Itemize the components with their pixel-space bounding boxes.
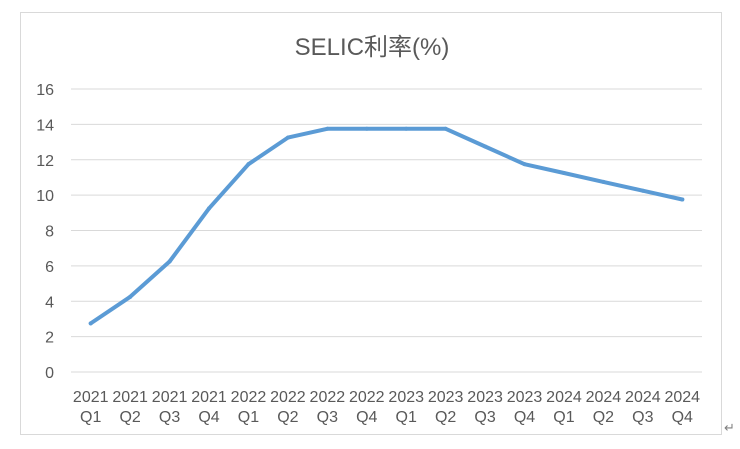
x-tick-year: 2021 [191,389,227,406]
x-tick-quarter: Q4 [672,409,693,426]
y-tick-label: 10 [36,188,54,205]
data-point [285,135,290,140]
x-tick-quarter: Q2 [593,409,614,426]
x-tick-year: 2022 [231,389,267,406]
data-point [207,206,212,211]
x-tick-year: 2021 [152,389,188,406]
data-point [128,294,133,299]
x-tick-quarter: Q4 [198,409,219,426]
x-tick-quarter: Q3 [474,409,495,426]
data-point [680,197,685,202]
x-tick-label: 2023 Q1 [388,389,424,426]
series-layer [88,126,685,326]
x-tick-year: 2022 [310,389,346,406]
y-tick-label: 14 [36,117,54,134]
x-tick-label: 2024 Q1 [546,389,582,426]
x-tick-year: 2022 [349,389,385,406]
data-point [561,171,566,176]
series-line [88,126,685,326]
x-tick-label: 2022 Q2 [270,389,306,426]
y-tick-label: 4 [45,294,54,311]
x-tick-year: 2023 [467,389,503,406]
x-tick-year: 2022 [270,389,306,406]
x-tick-quarter: Q4 [356,409,377,426]
y-axis-tick-labels: 0 2 4 6 8 10 12 14 16 [36,82,54,382]
y-tick-label: 2 [45,330,54,347]
gridlines [71,88,702,373]
data-point [601,179,606,184]
x-tick-label: 2024 Q2 [586,389,622,426]
y-tick-label: 8 [45,224,54,241]
chart-title: SELIC利率(%) [295,34,450,61]
x-tick-quarter: Q1 [238,409,259,426]
data-point [167,259,172,264]
x-tick-label: 2021 Q1 [73,389,109,426]
x-tick-quarter: Q1 [396,409,417,426]
x-tick-quarter: Q1 [80,409,101,426]
x-tick-label: 2024 Q3 [625,389,661,426]
x-tick-label: 2023 Q4 [507,389,543,426]
x-tick-label: 2023 Q2 [428,389,464,426]
x-tick-label: 2023 Q3 [467,389,503,426]
x-tick-label: 2021 Q4 [191,389,227,426]
x-tick-quarter: Q4 [514,409,535,426]
x-tick-quarter: Q2 [119,409,140,426]
x-tick-year: 2024 [546,389,582,406]
y-tick-label: 16 [36,82,54,99]
data-point [404,126,409,131]
x-tick-label: 2021 Q3 [152,389,188,426]
x-tick-label: 2022 Q1 [231,389,267,426]
x-tick-year: 2024 [664,389,700,406]
x-tick-year: 2023 [388,389,424,406]
x-tick-year: 2021 [112,389,148,406]
data-point [443,126,448,131]
paragraph-return-mark: ↵ [724,421,735,436]
y-tick-label: 12 [36,153,54,170]
x-tick-quarter: Q3 [317,409,338,426]
x-tick-quarter: Q3 [159,409,180,426]
data-point [522,162,527,167]
x-tick-year: 2024 [586,389,622,406]
data-point [325,126,330,131]
data-point [88,321,93,326]
x-tick-year: 2023 [507,389,543,406]
data-point [483,144,488,149]
x-tick-quarter: Q2 [435,409,456,426]
x-tick-year: 2024 [625,389,661,406]
x-tick-quarter: Q3 [632,409,653,426]
chart-frame: SELIC利率(%) 0 2 4 6 8 10 12 14 16 2021 Q1 2021 Q2 202… [20,12,722,435]
y-tick-label: 6 [45,259,54,276]
x-tick-label: 2024 Q4 [664,389,700,426]
x-tick-label: 2022 Q3 [310,389,346,426]
y-tick-label: 0 [45,365,54,382]
x-tick-quarter: Q2 [277,409,298,426]
data-point [364,126,369,131]
x-tick-year: 2021 [73,389,109,406]
data-point [640,188,645,193]
x-tick-quarter: Q1 [553,409,574,426]
x-tick-label: 2022 Q4 [349,389,385,426]
data-point [246,162,251,167]
x-tick-label: 2021 Q2 [112,389,148,426]
x-tick-year: 2023 [428,389,464,406]
